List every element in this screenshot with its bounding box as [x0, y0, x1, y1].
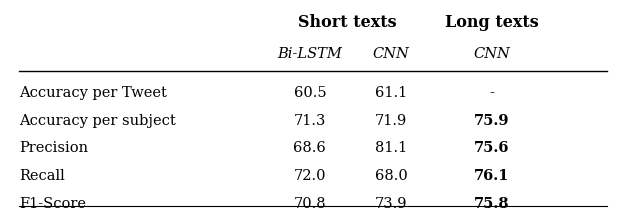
Text: 68.6: 68.6 [294, 141, 326, 155]
Text: 75.6: 75.6 [474, 141, 509, 155]
Text: 76.1: 76.1 [474, 169, 509, 183]
Text: 73.9: 73.9 [375, 197, 408, 211]
Text: Short texts: Short texts [298, 14, 397, 31]
Text: Bi-LSTM: Bi-LSTM [277, 47, 342, 61]
Text: 61.1: 61.1 [375, 86, 408, 100]
Text: CNN: CNN [373, 47, 409, 61]
Text: F1-Score: F1-Score [19, 197, 86, 211]
Text: 75.9: 75.9 [474, 114, 509, 128]
Text: 70.8: 70.8 [294, 197, 326, 211]
Text: 60.5: 60.5 [294, 86, 326, 100]
Text: 81.1: 81.1 [375, 141, 408, 155]
Text: Accuracy per subject: Accuracy per subject [19, 114, 175, 128]
Text: Accuracy per Tweet: Accuracy per Tweet [19, 86, 167, 100]
Text: 71.3: 71.3 [294, 114, 326, 128]
Text: CNN: CNN [473, 47, 510, 61]
Text: 72.0: 72.0 [294, 169, 326, 183]
Text: 71.9: 71.9 [375, 114, 408, 128]
Text: -: - [489, 86, 494, 100]
Text: Precision: Precision [19, 141, 88, 155]
Text: Long texts: Long texts [444, 14, 538, 31]
Text: Recall: Recall [19, 169, 64, 183]
Text: 75.8: 75.8 [474, 197, 509, 211]
Text: 68.0: 68.0 [375, 169, 408, 183]
